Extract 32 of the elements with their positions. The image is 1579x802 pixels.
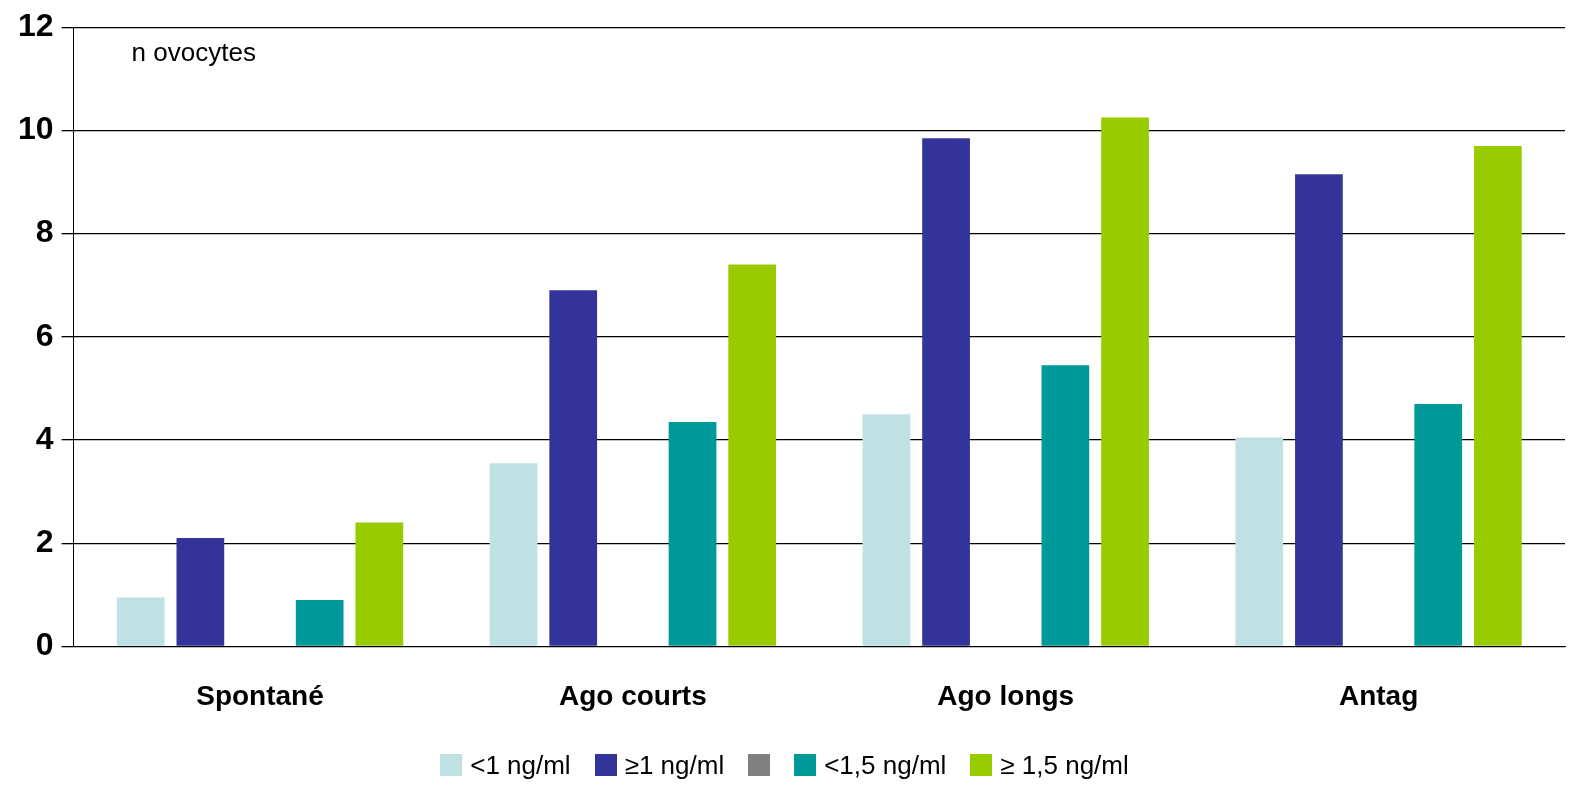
bar	[668, 421, 717, 646]
x-tick-label: Spontané	[196, 679, 324, 711]
y-tick-label: 4	[35, 419, 54, 456]
bar	[862, 414, 911, 646]
bar	[489, 463, 538, 646]
bar	[1474, 145, 1522, 646]
legend-label: <1 ng/ml	[470, 749, 571, 781]
legend-label: <1,5 ng/ml	[824, 749, 947, 781]
bar	[1101, 117, 1149, 646]
bar	[922, 138, 970, 646]
y-tick-label: 8	[35, 213, 54, 250]
bar	[1414, 403, 1463, 646]
x-tick-label: Ago longs	[937, 679, 1075, 711]
y-tick-label: 0	[35, 626, 54, 663]
x-tick-label: Ago courts	[558, 679, 707, 711]
y-tick-label: 12	[18, 7, 54, 44]
legend-label: ≥ 1,5 ng/ml	[1000, 749, 1129, 781]
bar	[295, 599, 344, 646]
bar	[176, 538, 225, 646]
y-tick-label: 10	[18, 110, 54, 147]
bar	[116, 597, 165, 646]
y-tick-label: 6	[35, 316, 54, 353]
legend-label: ≥1 ng/ml	[624, 749, 725, 781]
bar	[1295, 174, 1343, 646]
x-tick-label: Antag	[1338, 679, 1419, 711]
y-tick-label: 2	[35, 523, 54, 560]
bar	[728, 264, 777, 646]
bar	[549, 290, 598, 646]
bar	[355, 522, 404, 646]
annotation: n ovocytes	[131, 37, 256, 68]
bar	[1041, 365, 1090, 646]
bar	[1235, 437, 1284, 646]
